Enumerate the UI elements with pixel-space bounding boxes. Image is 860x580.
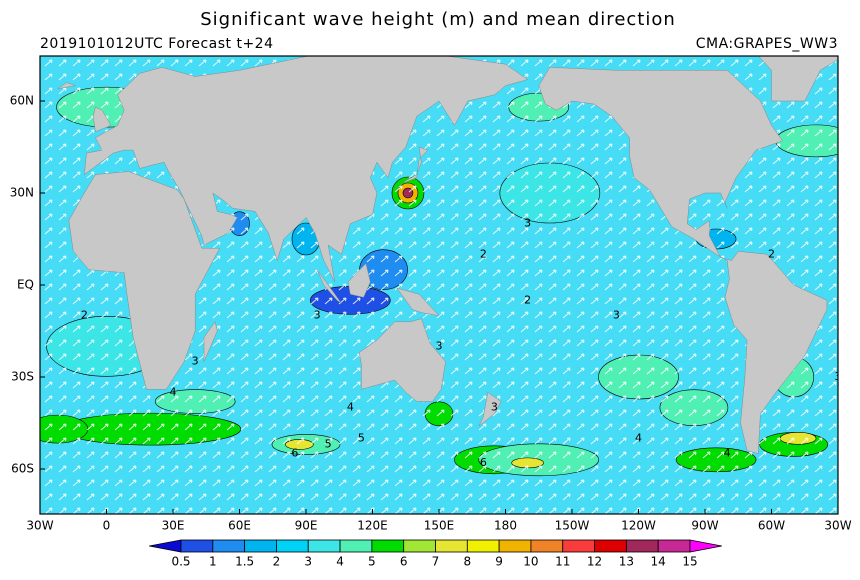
contour-label: 2 <box>480 247 487 260</box>
lon-label: 30W <box>26 519 53 533</box>
map: 3 2 3 4 3 4 5 6 5 6 3 2 3 4 2 3 2 4 3 <box>40 56 842 514</box>
lon-label: 90E <box>295 519 318 533</box>
lat-label: 60N <box>10 94 34 108</box>
land <box>538 67 828 455</box>
lat-label: 60S <box>11 462 34 476</box>
colorbar-label: 4 <box>336 555 344 569</box>
contour-label: 3 <box>314 309 321 322</box>
lat-label: 30S <box>11 370 34 384</box>
land <box>347 262 371 298</box>
lon-label: 120E <box>357 519 388 533</box>
colorbar-label: 12 <box>587 555 602 569</box>
colorbar-label: 10 <box>523 555 538 569</box>
colorbar-cap <box>689 539 722 553</box>
contour-label: 4 <box>170 385 177 398</box>
land <box>57 82 76 89</box>
lon-label: 30E <box>162 519 185 533</box>
colorbar-cap <box>149 539 182 553</box>
colorbar-label: 13 <box>619 555 634 569</box>
land <box>478 391 502 427</box>
contour-label: 5 <box>325 437 332 450</box>
land <box>203 321 218 362</box>
contour-label: 3 <box>436 339 443 352</box>
lon-label: 30W <box>824 519 851 533</box>
contour-label: 4 <box>347 401 354 414</box>
lon-label: 0 <box>103 519 111 533</box>
lon-label: 150E <box>424 519 455 533</box>
colorbar: 0.5 1 1.5 2 3 4 5 6 7 8 9 10 11 12 13 14 15 <box>149 539 722 569</box>
colorbar-cell <box>562 539 595 553</box>
land <box>68 171 221 390</box>
colorbar-label: 5 <box>368 555 376 569</box>
colorbar-cell <box>244 539 277 553</box>
axes: 60N 30N EQ 30S 60S 30W 0 30E 60E 90E 120E 150E 180 15… <box>10 94 852 533</box>
colorbar-label: 14 <box>651 555 666 569</box>
colorbar-label: 2 <box>273 555 281 569</box>
contour-label: 3 <box>524 217 531 230</box>
land <box>358 318 446 402</box>
colorbar-cell <box>276 539 309 553</box>
land <box>396 287 440 317</box>
lon-label: 90W <box>691 519 718 533</box>
colorbar-cell <box>594 539 627 553</box>
contour-label: 2 <box>81 309 88 322</box>
colorbar-cell <box>212 539 246 553</box>
colorbar-label: 8 <box>463 555 471 569</box>
colorbar-label: 0.5 <box>171 555 190 569</box>
contour-label: 3 <box>613 309 620 322</box>
contour-label: 5 <box>358 431 365 444</box>
colorbar-cell <box>371 539 405 553</box>
colorbar-cell <box>625 539 659 553</box>
contour-label: 3 <box>192 355 199 368</box>
contour-label: 3 <box>835 370 842 383</box>
lon-label: 60E <box>228 519 251 533</box>
land <box>92 106 112 133</box>
contour-label: 2 <box>768 247 775 260</box>
colorbar-label: 6 <box>400 555 408 569</box>
contour-label: 6 <box>480 456 487 469</box>
colorbar-label: 9 <box>495 555 503 569</box>
subtitle: 2019101012UTC Forecast t+24 <box>40 36 274 52</box>
land <box>394 146 429 191</box>
colorbar-label: 3 <box>304 555 312 569</box>
colorbar-cell <box>466 539 500 553</box>
colorbar-cell <box>498 539 532 553</box>
colorbar-label: 1.5 <box>235 555 254 569</box>
lat-label: EQ <box>17 278 34 292</box>
colorbar-cell <box>180 539 214 553</box>
land <box>316 269 342 304</box>
lon-label: 150W <box>555 519 590 533</box>
colorbar-cell <box>657 539 691 553</box>
colorbar-label: 11 <box>555 555 570 569</box>
lon-label: 120W <box>621 519 656 533</box>
contour-label: 3 <box>491 401 498 414</box>
source: CMA:GRAPES_WW3 <box>696 36 838 52</box>
contour-label: 4 <box>635 431 642 444</box>
land <box>83 56 529 283</box>
contour-label: 2 <box>524 293 531 306</box>
colorbar-cell <box>403 539 436 553</box>
colorbar-label: 7 <box>432 555 440 569</box>
colorbar-cell <box>530 539 564 553</box>
colorbar-cell <box>435 539 468 553</box>
colorbar-label: 15 <box>682 555 697 569</box>
contour-label: 6 <box>291 447 298 460</box>
contour-label: 4 <box>724 447 731 460</box>
lon-label: 180 <box>494 519 517 533</box>
colorbar-cell <box>339 539 373 553</box>
lat-label: 30N <box>10 186 34 200</box>
title: Significant wave height (m) and mean dir… <box>200 9 676 30</box>
lon-label: 60W <box>758 519 785 533</box>
land <box>758 56 838 102</box>
colorbar-label: 1 <box>209 555 217 569</box>
colorbar-cell <box>307 539 341 553</box>
